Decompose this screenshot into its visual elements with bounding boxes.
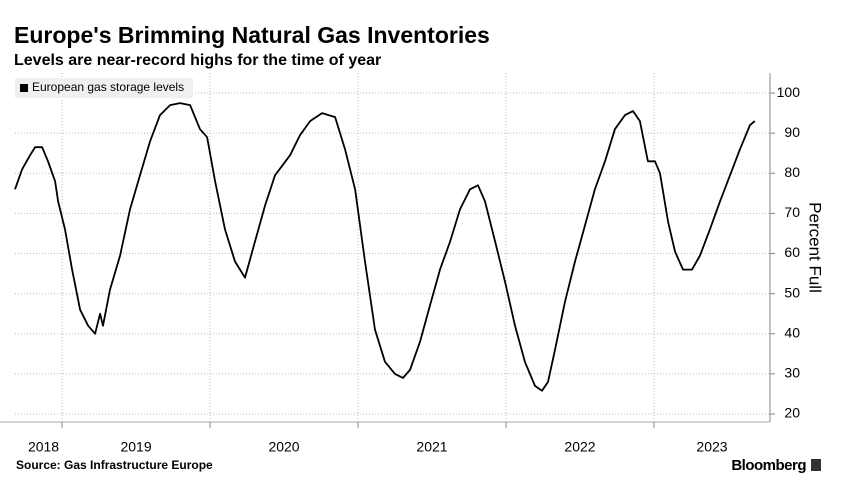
brand-icon [811, 459, 821, 471]
y-tick-label: 70 [784, 204, 800, 220]
legend: European gas storage levels [15, 78, 194, 98]
chart-title: Europe's Brimming Natural Gas Inventorie… [14, 22, 490, 48]
y-tick-label: 50 [784, 284, 800, 300]
chart-subtitle: Levels are near-record highs for the tim… [14, 52, 381, 69]
x-tick-label: 2023 [696, 439, 727, 455]
y-tick-label: 30 [784, 365, 800, 381]
source: Source: Gas Infrastructure Europe [16, 458, 213, 472]
x-tick-label: 2021 [416, 439, 447, 455]
x-tick-label: 2020 [268, 439, 299, 455]
x-tick-label: 2019 [120, 439, 151, 455]
y-tick-label: 90 [784, 124, 800, 140]
legend-label: European gas storage levels [32, 80, 184, 94]
legend-box [15, 78, 194, 98]
y-tick-label: 100 [777, 84, 801, 100]
x-tick-label: 2018 [28, 439, 59, 455]
line [14, 102, 756, 392]
y-axis-title: Percent Full [806, 202, 825, 293]
x-tick-label: 2022 [564, 439, 595, 455]
brand: Bloomberg [731, 457, 806, 474]
y-tick-label: 40 [784, 324, 800, 340]
y-tick-label: 80 [784, 164, 800, 180]
legend-swatch [20, 84, 28, 92]
y-tick-label: 20 [784, 405, 800, 421]
y-tick-label: 60 [784, 244, 800, 260]
